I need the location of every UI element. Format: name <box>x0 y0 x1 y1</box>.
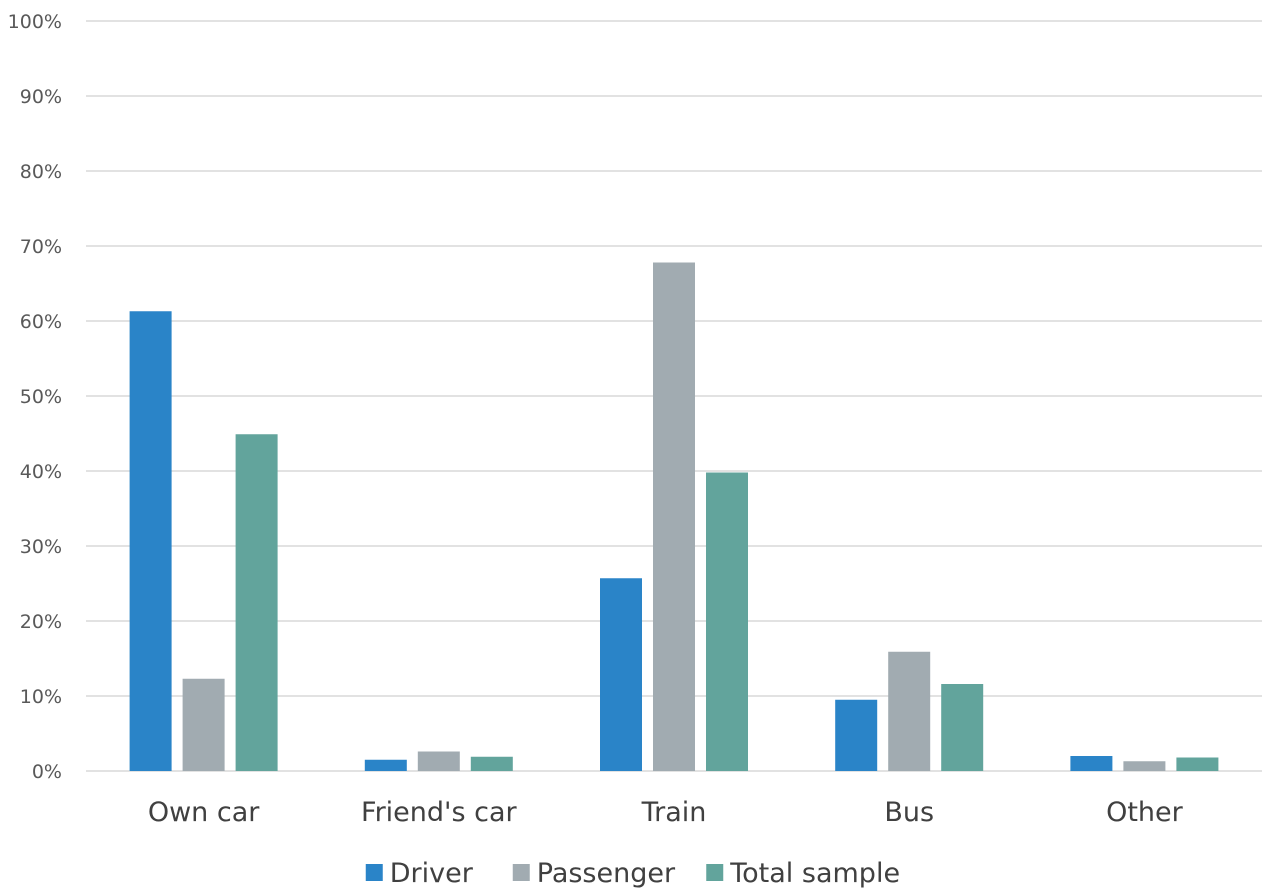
bar-total-sample-bus <box>941 684 984 771</box>
bar-driver-train <box>600 578 642 771</box>
bar-driver-other <box>1070 756 1113 771</box>
y-tick-label: 60% <box>20 311 62 333</box>
y-tick-label: 40% <box>20 461 62 483</box>
bar-total-sample-own-car <box>235 434 278 771</box>
y-tick-label: 100% <box>8 11 62 33</box>
bar-passenger-own-car <box>182 678 225 771</box>
bars <box>129 262 1219 771</box>
bar-passenger-friend-s-car <box>417 751 460 771</box>
legend-label: Total sample <box>729 858 900 889</box>
y-axis-tick-labels: 0% 10% 20% 30% 40% 50% 60% 70% 80% 90% 100% <box>8 11 62 783</box>
legend-swatch <box>365 864 383 881</box>
bar-passenger-other <box>1123 761 1166 771</box>
bar-total-sample-other <box>1176 757 1219 771</box>
x-tick-label: Friend's car <box>361 797 517 828</box>
bar-total-sample-friend-s-car <box>470 756 513 771</box>
y-tick-label: 90% <box>20 86 62 108</box>
legend: Driver Passenger Total sample <box>365 858 900 889</box>
x-tick-label: Bus <box>884 797 934 828</box>
legend-label: Passenger <box>537 858 676 889</box>
bar-driver-bus <box>835 699 878 771</box>
bar-driver-own-car <box>129 311 172 771</box>
bar-driver-friend-s-car <box>364 759 407 771</box>
y-tick-label: 10% <box>20 686 62 708</box>
legend-label: Driver <box>390 858 474 889</box>
y-tick-label: 70% <box>20 236 62 258</box>
x-tick-label: Own car <box>148 797 260 828</box>
legend-swatch <box>706 864 724 881</box>
x-tick-label: Train <box>641 797 707 828</box>
x-axis-tick-labels: Own car Friend's car Train Bus Other <box>148 797 1184 828</box>
y-tick-label: 0% <box>32 761 62 783</box>
bar-total-sample-train <box>706 472 748 771</box>
legend-swatch <box>512 864 530 881</box>
bar-passenger-train <box>653 262 695 771</box>
bar-passenger-bus <box>888 651 931 771</box>
y-tick-label: 50% <box>20 386 62 408</box>
y-tick-label: 20% <box>20 611 62 633</box>
y-tick-label: 30% <box>20 536 62 558</box>
y-tick-label: 80% <box>20 161 62 183</box>
x-tick-label: Other <box>1106 797 1184 828</box>
